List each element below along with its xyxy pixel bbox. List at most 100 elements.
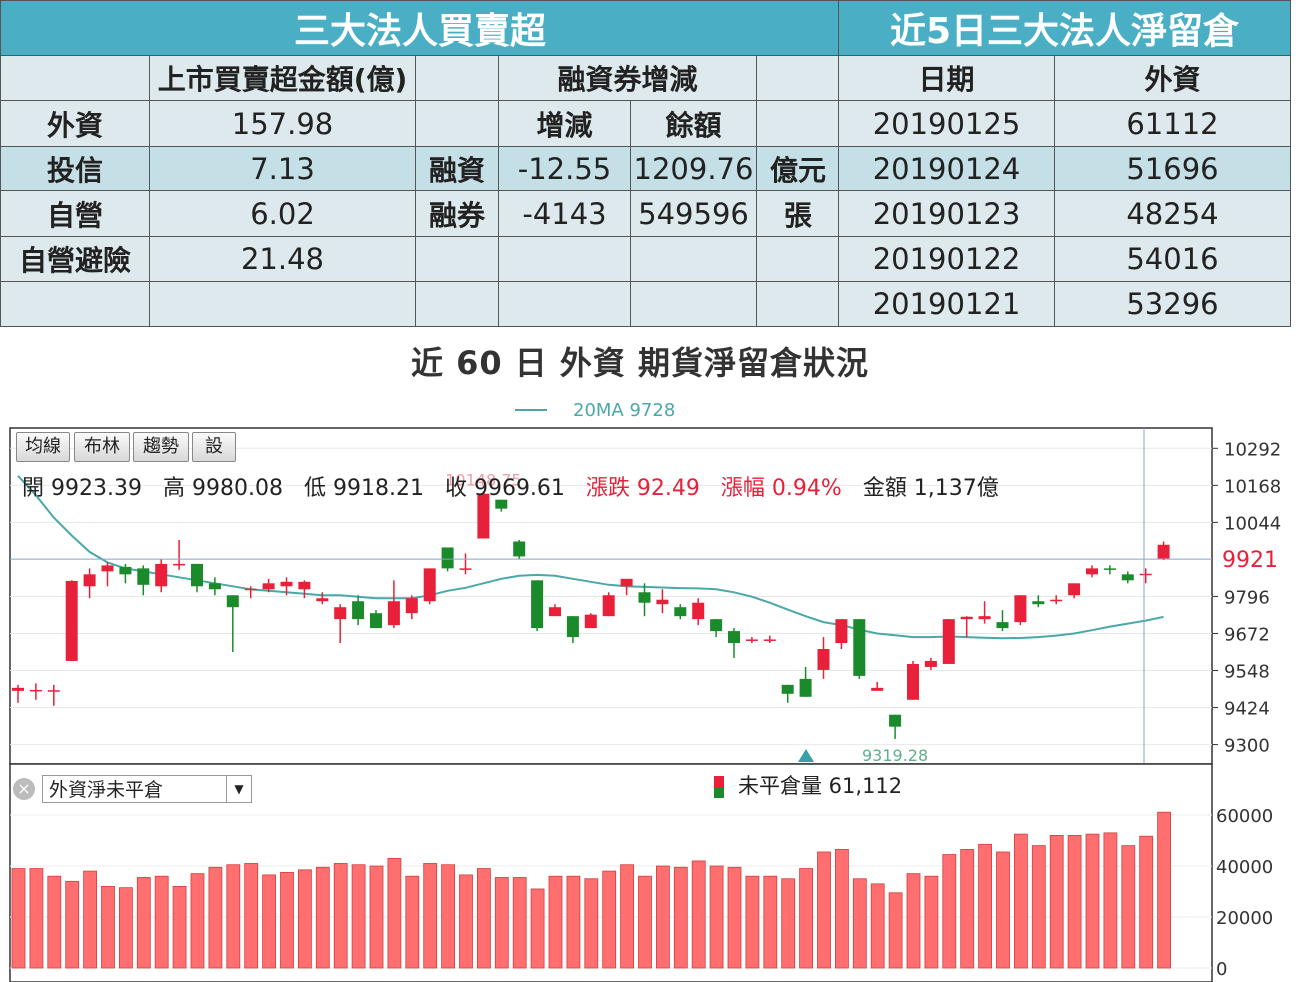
bollinger-button[interactable]: 布林 — [74, 432, 130, 462]
volume-bar — [691, 860, 706, 969]
candle-body — [226, 595, 239, 608]
volume-bar — [11, 868, 26, 969]
settings-button[interactable]: 設 — [192, 432, 236, 462]
candle-body — [101, 565, 114, 572]
candle-body — [191, 563, 203, 587]
candle-body — [173, 563, 186, 566]
volume-bar — [226, 864, 241, 969]
candle-body — [1121, 574, 1134, 581]
volume-bar — [244, 863, 259, 969]
margin-row-label: 融券 — [415, 190, 499, 237]
current-price-label: 9921 — [1222, 548, 1278, 573]
candle-body — [513, 541, 526, 557]
candle-body — [155, 563, 168, 587]
margin-change-header: 增減 — [498, 100, 631, 147]
candle-body — [638, 592, 651, 603]
candle-body — [280, 581, 293, 587]
foreign-header: 外資 — [1054, 55, 1291, 101]
volume-bar — [280, 871, 294, 969]
candle-body — [352, 601, 365, 620]
candle-body — [387, 601, 400, 626]
candle-body — [799, 678, 812, 697]
candle-body — [208, 583, 221, 590]
candle-body — [745, 639, 758, 641]
row-amount: 157.98 — [149, 100, 416, 147]
candle-body — [262, 583, 275, 590]
row-amount: 21.48 — [149, 236, 416, 282]
chevron-down-icon[interactable]: ▼ — [226, 776, 251, 802]
trend-button[interactable]: 趨勢 — [133, 432, 189, 462]
volume-bar — [1085, 833, 1100, 969]
candle-body — [620, 578, 633, 587]
candle-body — [298, 581, 311, 590]
price-tick-label: 9672 — [1224, 624, 1270, 645]
date-cell: 20190125 — [838, 100, 1055, 147]
volume-bar — [405, 875, 420, 969]
volume-bar — [1031, 845, 1046, 969]
price-tick-label: 10292 — [1224, 439, 1281, 460]
foreign-cell: 54016 — [1054, 236, 1291, 282]
candle-body — [835, 619, 848, 644]
row-amount: 6.02 — [149, 190, 416, 237]
amount-value: 金額 1,137億 — [862, 476, 999, 501]
candle-body — [83, 574, 96, 587]
candle-body — [316, 598, 329, 602]
volume-bar — [781, 878, 796, 969]
candle-body — [781, 684, 794, 694]
margin-row-label: 融資 — [415, 146, 499, 191]
candle-body — [692, 602, 705, 620]
candle-body — [656, 599, 669, 605]
volume-bar — [47, 875, 62, 969]
row-label: 外資 — [0, 100, 150, 147]
candle-body — [763, 639, 776, 641]
candle-body — [47, 690, 60, 692]
ohlc-readout: 開 9923.39 高 9980.08 低 9918.21 收 9969.61 … — [22, 470, 1013, 502]
volume-bar — [870, 883, 885, 969]
candle-body — [942, 619, 955, 664]
candle-body — [907, 663, 919, 700]
candle-body — [29, 689, 42, 692]
volume-bar — [190, 873, 205, 969]
row-amount: 7.13 — [149, 146, 416, 191]
volume-bar — [101, 885, 115, 969]
volume-bar — [65, 880, 80, 969]
volume-bar — [548, 875, 563, 969]
volume-legend-label: 未平倉量 61,112 — [738, 774, 903, 798]
volume-bar — [924, 875, 939, 969]
candle-body — [584, 614, 597, 629]
candle-body — [602, 595, 615, 617]
legend-swatch-icon — [714, 776, 724, 798]
open-value: 開 9923.39 — [22, 476, 142, 501]
ma-button[interactable]: 均線 — [16, 432, 70, 462]
candle-body — [728, 631, 740, 644]
candle-body — [996, 622, 1009, 629]
volume-bar — [638, 875, 652, 969]
volume-bar — [1067, 834, 1082, 969]
high-value: 高 9980.08 — [162, 476, 283, 501]
row-label: 自營避險 — [0, 236, 150, 282]
candle-body — [674, 607, 687, 617]
volume-bar — [154, 875, 169, 969]
volume-bar — [835, 849, 849, 969]
price-tick-label: 9796 — [1224, 587, 1270, 608]
blank-header — [755, 55, 841, 101]
volume-bar — [745, 875, 760, 969]
volume-bar — [494, 877, 509, 969]
candle-body — [65, 580, 78, 661]
volume-bar — [83, 870, 97, 969]
margin-balance: 549596 — [630, 190, 757, 237]
blank-header — [0, 55, 150, 101]
volume-bar — [441, 864, 456, 969]
close-icon[interactable]: × — [13, 778, 35, 800]
volume-bar — [136, 877, 151, 969]
price-tick-label: 10044 — [1224, 513, 1281, 534]
margin-unit: 張 — [755, 190, 841, 237]
volume-tick-label: 0 — [1216, 959, 1227, 980]
indicator-select[interactable]: 外資淨未平倉 ▼ — [42, 775, 252, 803]
volume-bar — [673, 866, 688, 969]
candle-body — [405, 598, 418, 614]
close-value: 收 9969.61 — [444, 476, 565, 501]
volume-bar — [763, 875, 778, 969]
volume-tick-label: 40000 — [1216, 857, 1273, 878]
foreign-cell: 48254 — [1054, 190, 1291, 237]
